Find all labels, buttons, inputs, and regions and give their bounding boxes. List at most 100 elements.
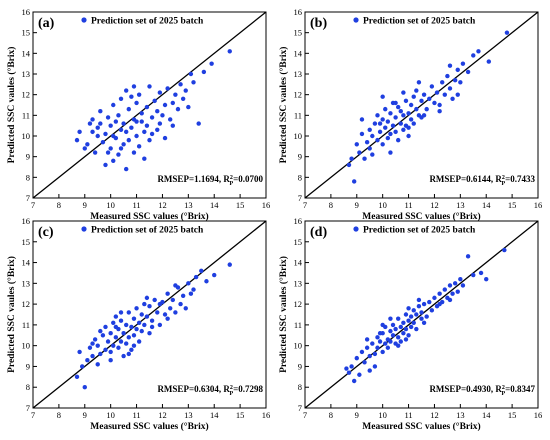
scatter-point [504, 30, 510, 35]
scatter-point [377, 129, 383, 135]
y-tick-label: 7 [26, 403, 30, 413]
scatter-point [388, 328, 393, 334]
y-axis-title: Predicted SSC vaules (°Brix) [278, 47, 289, 164]
x-tick-label: 13 [456, 410, 465, 420]
scatter-point [421, 301, 427, 307]
scatter-point [401, 127, 406, 132]
scatter-point [98, 121, 103, 126]
scatter-point [142, 301, 147, 307]
scatter-point [139, 111, 144, 116]
scatter-point [111, 158, 116, 163]
x-tick-label: 11 [404, 200, 412, 210]
scatter-point [427, 299, 432, 305]
scatter-point [227, 262, 232, 267]
scatter-point [349, 156, 354, 161]
scatter-point [186, 104, 191, 110]
y-tick-label: 9 [26, 152, 30, 162]
scatter-point [408, 102, 414, 108]
scatter-point [414, 312, 419, 317]
plot-frame [32, 220, 267, 409]
scatter-point [103, 131, 108, 137]
scatter-point [199, 268, 204, 274]
scatter-point [98, 328, 103, 334]
x-axis-title: Measured SSC values (°Brix) [362, 211, 480, 222]
scatter-point [471, 272, 476, 278]
scatter-point [188, 71, 194, 77]
scatter-point [370, 152, 375, 157]
scatter-point [139, 328, 144, 334]
scatter-point [147, 303, 152, 309]
x-tick-label: 11 [132, 200, 140, 210]
y-tick-label: 15 [294, 237, 303, 247]
legend-marker [81, 226, 87, 232]
scatter-point [424, 106, 429, 112]
scatter-point [396, 343, 401, 348]
legend-label: Prediction set of 2025 batch [91, 226, 204, 236]
y-tick-label: 8 [26, 382, 30, 392]
x-tick-label: 11 [404, 410, 412, 420]
scatter-point [406, 133, 411, 139]
scatter-point [74, 374, 80, 380]
scatter-point [357, 150, 362, 155]
scatter-point [79, 364, 85, 369]
scatter-point [442, 287, 447, 292]
rmsep-annotation: RMSEP=0.4930, R2 P=0.8347 [429, 384, 535, 397]
rmsep-annotation: RMSEP=0.6144, R2 P=0.7433 [429, 174, 535, 187]
scatter-point [419, 316, 424, 321]
scatter-point [113, 314, 119, 319]
scatter-point [155, 109, 160, 114]
scatter-point [134, 100, 139, 106]
scatter-point [388, 316, 393, 321]
scatter-point [144, 314, 150, 319]
scatter-point [136, 144, 142, 149]
y-tick-label: 12 [22, 90, 31, 100]
scatter-point [142, 322, 147, 328]
scatter-point [447, 297, 453, 303]
scatter-point [149, 131, 155, 137]
scatter-point [136, 320, 142, 326]
scatter-point [204, 279, 209, 284]
legend-marker [353, 17, 359, 23]
scatter-point [432, 100, 437, 106]
scatter-point [149, 318, 155, 323]
scatter-point [144, 104, 150, 110]
scatter-point [364, 345, 370, 350]
scatter-point [447, 86, 453, 91]
scatter-point [105, 339, 111, 344]
scatter-point [421, 320, 427, 326]
scatter-point [227, 49, 232, 54]
scatter-point [178, 82, 183, 87]
scatter-panel-4: 77 8 8 9 9 10 10 11 11 12 12 13 13 14 14 15 15 16 16 Measur… [278, 216, 542, 432]
scatter-point [408, 324, 414, 330]
scatter-point [126, 310, 131, 315]
scatter-point [432, 295, 437, 301]
scatter-point [209, 61, 214, 66]
scatter-point [134, 119, 139, 124]
x-axis-title: Measured SSC values (°Brix) [90, 211, 208, 222]
x-tick-label: 8 [57, 410, 61, 420]
y-tick-label: 10 [22, 341, 31, 351]
scatter-point [450, 96, 455, 102]
scatter-point [437, 301, 442, 307]
reference-line [32, 220, 267, 409]
y-axis-title: Predicted SSC vaules (°Brix) [278, 256, 289, 373]
scatter-point [398, 109, 403, 114]
scatter-point [183, 306, 188, 311]
scatter-point [372, 364, 378, 369]
x-tick-label: 9 [83, 410, 87, 420]
scatter-point [372, 351, 378, 357]
y-tick-label: 12 [294, 299, 303, 309]
scatter-point [105, 115, 111, 120]
scatter-point [129, 324, 134, 330]
scatter-point [121, 142, 126, 147]
scatter-point [396, 104, 401, 110]
scatter-point [147, 84, 152, 89]
y-tick-label: 13 [22, 69, 31, 79]
scatter-point [465, 69, 471, 75]
scatter-point [421, 92, 427, 97]
scatter-point [398, 339, 403, 344]
scatter-point [427, 96, 432, 102]
x-tick-label: 12 [430, 200, 439, 210]
legend-label: Prediction set of 2025 batch [363, 226, 476, 236]
